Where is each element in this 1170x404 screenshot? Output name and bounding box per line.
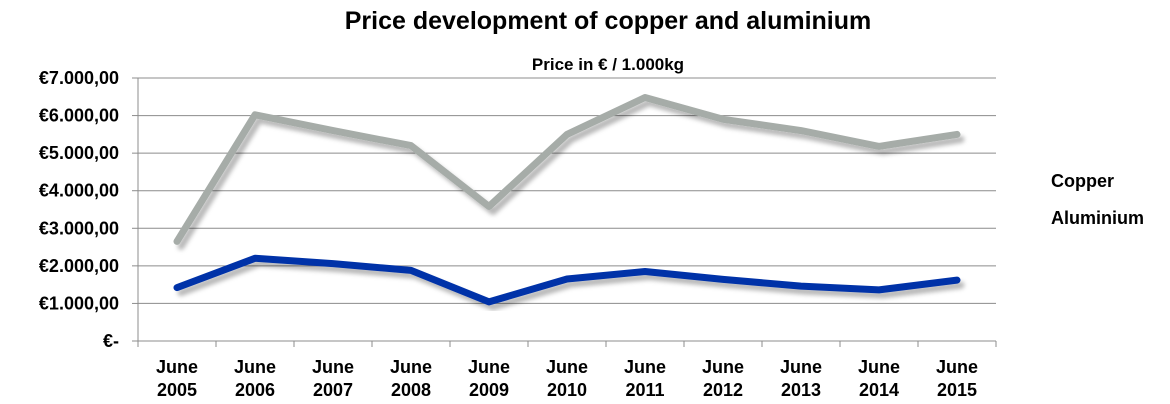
x-tick-label-5: June 2010 (546, 357, 588, 400)
x-tick-label-line: 2012 (703, 380, 743, 400)
x-tick-label-10: June 2015 (936, 357, 978, 400)
x-tick-label-line: June (312, 357, 354, 377)
copper-point-0 (176, 240, 178, 242)
x-tick-label-line: 2005 (157, 380, 197, 400)
series (173, 94, 961, 306)
x-tick-label-9: June 2014 (858, 357, 900, 400)
x-axis-ticks: June 2005 June 2006 June 2007 June 2008 June 2009… (156, 357, 978, 400)
legend-label-aluminium: Aluminium (1051, 208, 1144, 228)
x-tick-label-0: June 2005 (156, 357, 198, 400)
x-tick-label-1: June 2006 (234, 357, 276, 400)
copper-point-2 (332, 130, 334, 132)
y-tick-label-4: €4.000,00 (39, 181, 119, 201)
copper-point-9 (878, 145, 880, 147)
chart-subtitle: Price in € / 1.000kg (532, 55, 684, 74)
gridlines (132, 77, 997, 347)
x-tick-label-6: June 2011 (624, 357, 666, 400)
series-line-aluminium (173, 254, 961, 306)
copper-point-6 (644, 97, 646, 99)
x-tick-label-2: June 2007 (312, 357, 354, 400)
aluminium-point-1 (254, 257, 256, 259)
x-tick-label-line: June (780, 357, 822, 377)
copper-point-1 (254, 114, 256, 116)
copper-point-8 (800, 130, 802, 132)
x-tick-label-line: 2009 (469, 380, 509, 400)
y-tick-label-7: €7.000,00 (39, 68, 119, 88)
copper-point-5 (566, 133, 568, 135)
aluminium-point-9 (878, 289, 880, 291)
x-tick-label-line: 2015 (937, 380, 977, 400)
x-tick-label-line: 2014 (859, 380, 899, 400)
y-tick-label-2: €2.000,00 (39, 256, 119, 276)
copper-point-3 (410, 145, 412, 147)
aluminium-point-10 (956, 279, 958, 281)
aluminium-point-8 (800, 285, 802, 287)
x-tick-label-line: 2010 (547, 380, 587, 400)
aluminium-point-2 (332, 263, 334, 265)
x-tick-label-4: June 2009 (468, 357, 510, 400)
aluminium-point-0 (176, 287, 178, 289)
y-tick-label-6: €6.000,00 (39, 106, 119, 126)
chart-title: Price development of copper and aluminiu… (345, 7, 872, 35)
x-tick-label-line: June (858, 357, 900, 377)
x-tick-label-line: June (156, 357, 198, 377)
x-tick-label-line: June (390, 357, 432, 377)
x-tick-label-line: 2011 (625, 380, 664, 400)
aluminium-point-4 (488, 301, 490, 303)
x-tick-label-line: 2006 (235, 380, 275, 400)
y-tick-label-1: €1.000,00 (39, 293, 119, 313)
aluminium-point-7 (722, 278, 724, 280)
x-tick-label-line: 2007 (313, 380, 353, 400)
x-tick-label-7: June 2012 (702, 357, 744, 400)
y-tick-label-5: €5.000,00 (39, 143, 119, 163)
y-tick-label-0: €- (103, 331, 119, 351)
x-tick-label-line: June (468, 357, 510, 377)
x-tick-label-line: June (234, 357, 276, 377)
x-tick-label-line: June (546, 357, 588, 377)
copper-point-7 (722, 118, 724, 120)
y-axis-ticks: €- €1.000,00 €2.000,00 €3.000,00 €4.000,00 €5… (39, 68, 119, 351)
legend: Copper Aluminium (1004, 171, 1144, 228)
x-tick-label-8: June 2013 (780, 357, 822, 400)
x-tick-label-line: June (936, 357, 978, 377)
x-tick-label-line: June (702, 357, 744, 377)
x-tick-label-line: 2013 (781, 380, 821, 400)
y-tick-label-3: €3.000,00 (39, 218, 119, 238)
aluminium-point-5 (566, 278, 568, 280)
x-tick-label-line: 2008 (391, 380, 431, 400)
copper-point-4 (488, 205, 490, 207)
x-tick-label-line: June (624, 357, 666, 377)
copper-point-10 (956, 133, 958, 135)
series-line-copper (173, 94, 961, 245)
aluminium-point-6 (644, 270, 646, 272)
x-tick-label-3: June 2008 (390, 357, 432, 400)
aluminium-point-3 (410, 269, 412, 271)
legend-label-copper: Copper (1051, 171, 1114, 191)
